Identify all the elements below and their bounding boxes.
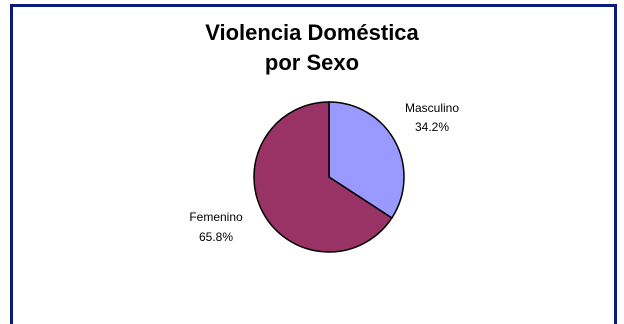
slice-value-masculino: 34.2% <box>415 120 449 134</box>
pie-slices <box>253 101 405 253</box>
slice-value-femenino: 65.8% <box>199 230 233 244</box>
chart-title-line-2: por Sexo <box>264 50 360 75</box>
slice-label-masculino: Masculino <box>405 101 459 115</box>
pie-slice-femenino <box>253 101 393 253</box>
chart-title-line-1: Violencia Doméstica <box>205 20 419 45</box>
slice-label-femenino: Femenino <box>189 210 243 224</box>
